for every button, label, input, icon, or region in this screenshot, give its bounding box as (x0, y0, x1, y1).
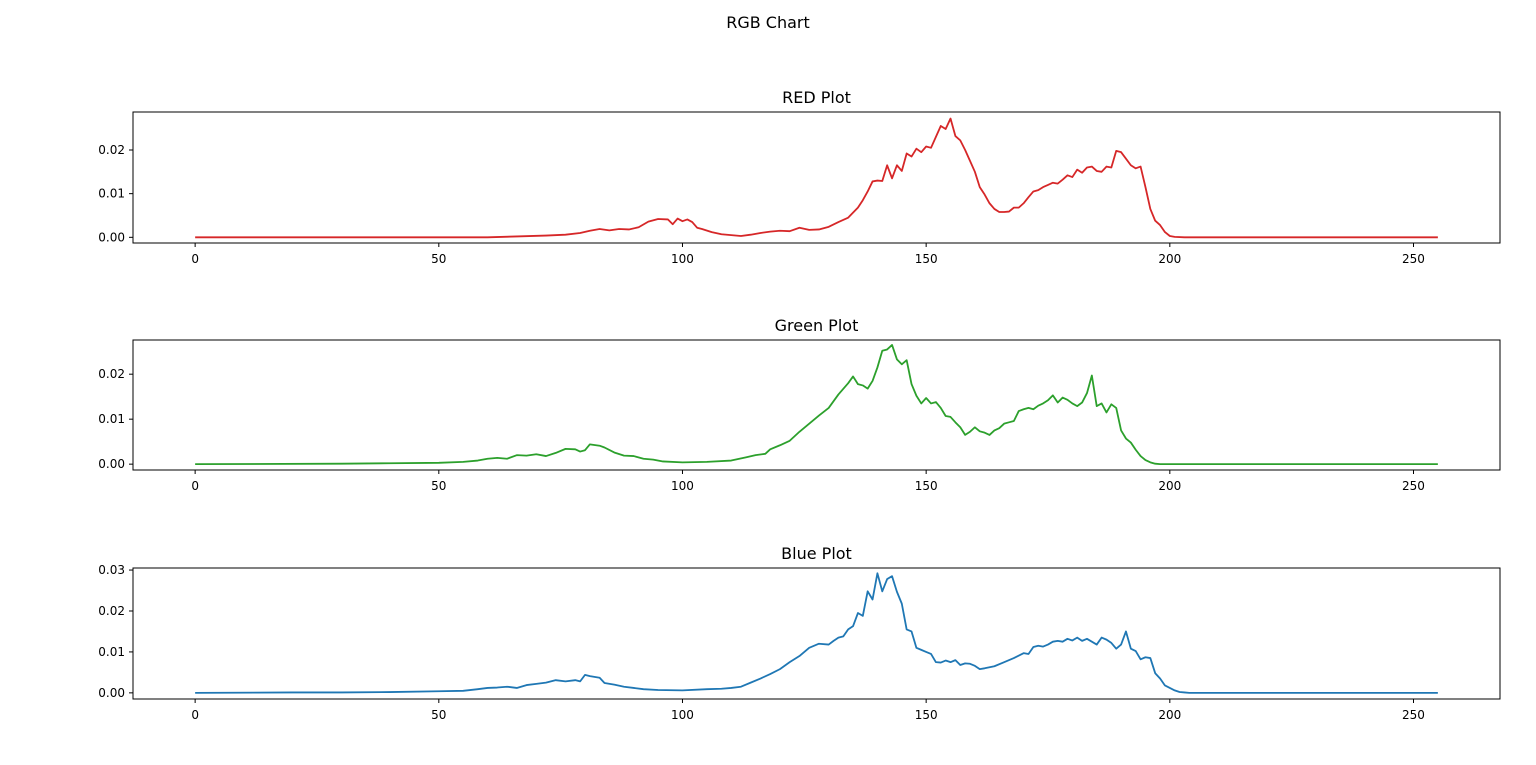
x-tick-label: 250 (1402, 479, 1425, 493)
x-tick-label: 50 (431, 252, 446, 266)
x-tick-label: 0 (191, 252, 199, 266)
x-tick-label: 150 (915, 708, 938, 722)
plot-frame (132, 111, 1501, 244)
y-tick-label: 0.00 (98, 457, 125, 471)
series-line (195, 117, 1438, 239)
x-tick-label: 100 (671, 252, 694, 266)
subplot-2: Green Plot 0 50 100 150 200 250 0.00 0.01 0.02 (98, 316, 1501, 493)
x-tick-label: 150 (915, 252, 938, 266)
y-tick-label: 0.01 (98, 645, 125, 659)
x-tick-label: 50 (431, 479, 446, 493)
x-tick-label: 100 (671, 708, 694, 722)
x-tick-label: 200 (1158, 708, 1181, 722)
subplot-title: Blue Plot (781, 544, 852, 563)
x-tick-label: 200 (1158, 252, 1181, 266)
subplot-1: RED Plot 0 50 100 150 200 250 0.00 0.01 0.02 (98, 88, 1501, 266)
figure-title: RGB Chart (726, 13, 810, 32)
y-tick-label: 0.00 (98, 686, 125, 700)
y-tick-label: 0.00 (98, 230, 125, 244)
subplot-title: Green Plot (775, 316, 859, 335)
y-tick-label: 0.02 (98, 367, 125, 381)
subplot-title: RED Plot (782, 88, 851, 107)
y-tick-label: 0.02 (98, 604, 125, 618)
x-tick-label: 250 (1402, 708, 1425, 722)
y-tick-label: 0.02 (98, 143, 125, 157)
x-tick-label: 250 (1402, 252, 1425, 266)
y-tick-label: 0.01 (98, 187, 125, 201)
x-tick-label: 150 (915, 479, 938, 493)
x-tick-label: 0 (191, 708, 199, 722)
plot-frame (132, 567, 1501, 700)
y-tick-label: 0.01 (98, 412, 125, 426)
x-tick-label: 0 (191, 479, 199, 493)
x-tick-label: 200 (1158, 479, 1181, 493)
x-tick-label: 100 (671, 479, 694, 493)
x-tick-label: 50 (431, 708, 446, 722)
y-tick-label: 0.03 (98, 563, 125, 577)
series-line (195, 572, 1438, 694)
series-line (195, 344, 1438, 466)
plot-frame (132, 339, 1501, 471)
subplot-3: Blue Plot 0 50 100 150 200 250 0.00 0.01 0.02 0.03 (98, 544, 1501, 722)
